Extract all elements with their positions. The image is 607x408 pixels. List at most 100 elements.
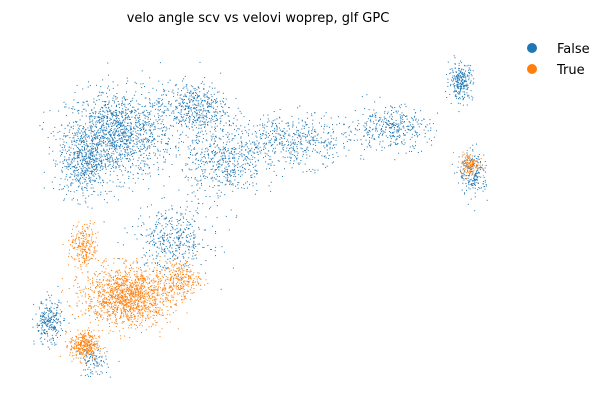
scatter-point — [110, 145, 112, 147]
scatter-point — [371, 115, 373, 117]
scatter-point — [108, 132, 110, 134]
scatter-point — [374, 128, 376, 130]
scatter-point — [170, 218, 172, 219]
scatter-point — [163, 111, 164, 113]
scatter-point — [87, 368, 89, 370]
scatter-point — [365, 128, 367, 130]
scatter-point — [153, 229, 155, 231]
scatter-point — [387, 120, 389, 121]
scatter-point — [47, 340, 48, 342]
scatter-point — [420, 110, 422, 112]
scatter-point — [275, 123, 277, 124]
scatter-point — [101, 137, 103, 139]
scatter-point — [197, 118, 199, 120]
scatter-point — [128, 160, 130, 162]
scatter-point — [470, 198, 472, 200]
scatter-point — [109, 131, 111, 133]
scatter-point — [208, 160, 210, 162]
scatter-point — [315, 145, 317, 146]
scatter-point — [145, 262, 147, 264]
scatter-point — [332, 154, 334, 155]
scatter-point — [156, 215, 158, 217]
scatter-point — [186, 241, 188, 243]
scatter-point — [478, 182, 479, 184]
scatter-point — [367, 118, 369, 120]
scatter-point — [458, 77, 460, 79]
scatter-point — [149, 255, 151, 257]
scatter-point — [124, 115, 126, 116]
scatter-point — [106, 145, 108, 147]
scatter-point — [354, 110, 356, 112]
scatter-point — [127, 140, 129, 142]
scatter-point — [276, 118, 278, 120]
scatter-point — [180, 212, 182, 214]
scatter-point — [175, 147, 177, 149]
scatter-point — [126, 125, 128, 126]
scatter-point — [195, 107, 197, 108]
scatter-point — [409, 150, 410, 152]
scatter-point — [68, 163, 70, 165]
scatter-point — [399, 107, 401, 109]
scatter-point — [108, 159, 110, 161]
scatter-point — [206, 102, 208, 103]
scatter-point — [191, 218, 193, 220]
scatter-point — [80, 151, 82, 153]
scatter-point — [472, 144, 474, 146]
scatter-point — [80, 374, 82, 376]
scatter-point — [223, 101, 224, 103]
scatter-point — [414, 116, 415, 118]
scatter-point — [134, 182, 136, 184]
scatter-point — [50, 306, 52, 308]
scatter-point — [139, 119, 141, 120]
scatter-point — [473, 176, 475, 178]
scatter-point — [456, 91, 457, 92]
scatter-point — [92, 148, 94, 150]
scatter-point — [454, 63, 456, 65]
scatter-point — [234, 168, 236, 170]
scatter-point — [185, 229, 186, 231]
scatter-point — [74, 151, 76, 153]
scatter-point — [101, 118, 102, 120]
scatter-point — [162, 252, 163, 253]
scatter-point — [112, 139, 114, 141]
scatter-point — [138, 157, 140, 159]
scatter-point — [193, 97, 195, 99]
scatter-point — [110, 119, 112, 121]
scatter-point — [163, 197, 165, 199]
scatter-point — [58, 189, 60, 191]
scatter-point — [81, 154, 83, 156]
scatter-point — [85, 135, 87, 137]
scatter-point — [469, 147, 471, 149]
scatter-point — [187, 107, 189, 109]
scatter-point — [76, 150, 78, 152]
scatter-point — [240, 137, 242, 139]
scatter-point — [206, 114, 208, 116]
scatter-point — [157, 237, 159, 239]
scatter-point — [250, 170, 252, 172]
scatter-point — [117, 199, 119, 201]
scatter-point — [147, 122, 149, 124]
scatter-points — [32, 55, 488, 378]
scatter-point — [162, 237, 164, 239]
scatter-point — [81, 163, 82, 165]
scatter-point — [317, 140, 319, 142]
scatter-point — [84, 181, 86, 183]
scatter-point — [193, 244, 195, 246]
scatter-point — [157, 233, 159, 235]
scatter-point — [141, 154, 143, 156]
scatter-point — [160, 229, 162, 231]
scatter-point — [99, 135, 100, 136]
scatter-point — [85, 115, 87, 117]
scatter-point — [376, 128, 378, 130]
scatter-point — [104, 166, 106, 168]
scatter-point — [163, 127, 164, 129]
scatter-point — [312, 148, 314, 150]
scatter-point — [120, 130, 121, 132]
scatter-point — [91, 143, 93, 144]
scatter-point — [262, 126, 264, 128]
scatter-point — [224, 113, 226, 115]
scatter-point — [206, 103, 208, 105]
scatter-point — [110, 111, 112, 113]
scatter-point — [93, 363, 95, 365]
scatter-point — [290, 141, 292, 143]
